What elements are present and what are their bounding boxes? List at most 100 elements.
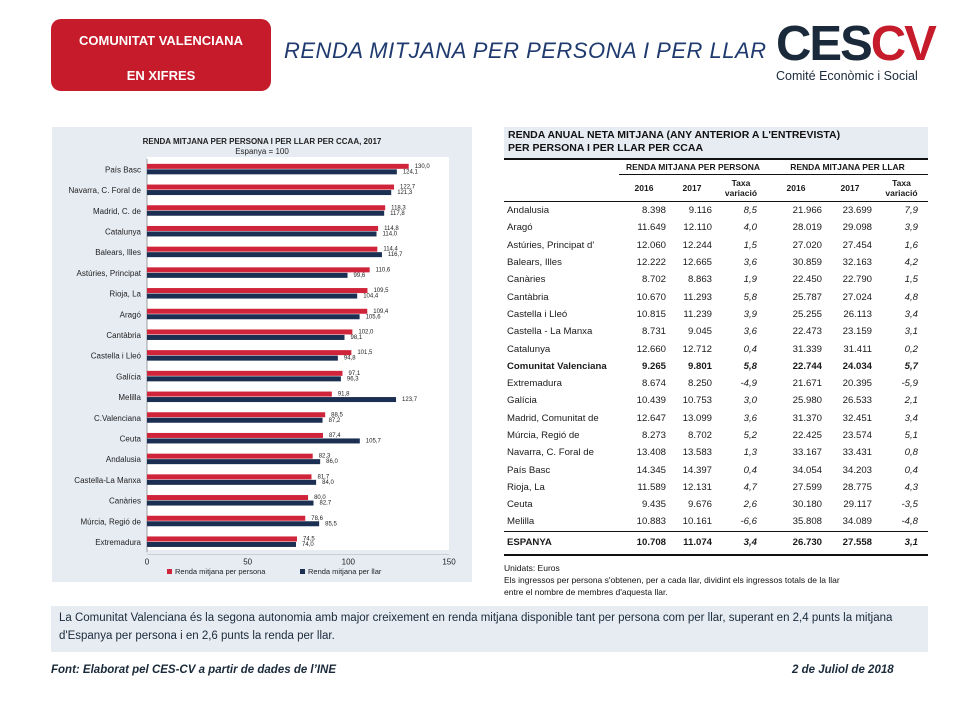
cell-pr: 3,0 [743,395,757,407]
bar-value-label: 97,1 [348,371,360,377]
summary-text: La Comunitat Valenciana és la segona aut… [51,606,928,652]
bar-value-label: 123,7 [402,397,418,403]
cell-name: Múrcia, Regió de [507,430,580,441]
cell-name: Castella i Lleó [507,308,568,320]
bar-per-person [147,267,370,273]
cell-name: Canàries [507,274,546,286]
table-row: Melilla 10.883 10.161 -6,6 35.808 34.089 -4,8 [504,513,928,531]
bar-value-label: 118,3 [391,205,406,211]
badge-line-1: COMUNITAT VALENCIANA [79,33,243,48]
chart-panel: RENDA MITJANA PER PERSONA I PER LLAR PER… [52,127,472,582]
cell-h16: 30.180 [792,499,822,511]
bar-per-household [147,314,360,320]
category-label: Extremadura [95,538,141,547]
cell-pr: 1,5 [743,239,757,251]
bar-per-person [147,515,306,521]
bar-per-household [147,293,358,299]
bar-value-label: 116,7 [388,252,403,258]
cell-p16: 10.439 [636,395,666,407]
bar-value-label: 109,4 [373,309,389,315]
bar-per-household [147,500,314,506]
cell-pr: 4,7 [743,481,757,493]
bar-value-label: 109,5 [373,288,389,294]
cell-p17: 11.293 [683,291,712,303]
col-header-rate: Taxa variació [715,174,767,202]
cell-pr: 3,9 [743,308,757,320]
cell-p17: 8.250 [687,378,712,390]
bar-value-label: 130,0 [415,164,431,170]
table-row: Galícia 10.439 10.753 3,0 25.980 26.533 2,1 [504,392,928,409]
table-row: Múrcia, Regió de 8.273 8.702 5,2 22.425 23.57… [504,427,928,444]
cell-name: Andalusia [507,205,550,217]
cell-hr: 2,1 [904,395,918,407]
bar-per-household [147,541,296,547]
bar-value-label: 114,4 [383,247,398,253]
bar-per-person [147,412,326,418]
cell-name: Navarra, C. Foral de [507,447,594,459]
table-row: Astúries, Principat d' 12.060 12.244 1,5 27.… [504,237,928,254]
cell-p17: 12.110 [683,222,712,234]
category-label: País Basc [105,165,141,174]
cell-name: Astúries, Principat d' [507,239,595,251]
table-row: Comunitat Valenciana 9.265 9.801 5,8 22.744 2… [504,358,928,375]
bar-value-label: 87,2 [329,418,341,424]
cell-p17: 12.712 [682,343,712,355]
cell-h17: 24.034 [842,360,872,372]
cell-p16: 11.589 [637,481,666,493]
cell-p17: 9.801 [687,360,712,372]
cell-p17: 12.665 [682,257,712,269]
bar-per-household [147,459,321,465]
bar-per-household [147,231,377,237]
bar-per-person [147,329,353,335]
col-header-2016: 2016 [619,174,669,202]
logo-cv: CV [870,17,937,71]
cell-name: Comunitat Valenciana [507,360,607,372]
bar-per-household [147,169,397,175]
cell-hr: 0,2 [904,343,918,355]
bar-per-household [147,521,320,527]
cell-pr: 5,2 [743,430,757,441]
cell-pr: 3,6 [743,326,757,338]
cell-h17: 20.395 [842,378,872,390]
cell-hr: -3,5 [901,499,918,511]
cell-h17: 28.775 [842,481,872,493]
category-label: Canàries [109,497,141,506]
cell-name: Cantàbria [507,291,549,303]
cell-hr: 0,8 [904,447,918,459]
method-note-line-2: entre el nombre de membres d'aquesta lla… [504,586,668,597]
cell-h17: 26.533 [842,395,872,407]
x-tick-label: 0 [145,557,150,566]
bar-value-label: 101,5 [357,350,373,356]
cell-hr: 7,9 [904,205,918,217]
cell-name: Ceuta [507,499,533,511]
bar-per-person [147,370,343,376]
table-row: Ceuta 9.435 9.676 2,6 30.180 29.117 -3,5 [504,496,928,513]
bar-value-label: 98,1 [351,335,363,341]
cell-h17: 29.117 [843,499,872,511]
cell-p16: 12.660 [636,343,666,355]
cell-pr: 8,5 [743,205,757,217]
cell-pr: -6,6 [740,516,757,528]
cell-name: Catalunya [507,343,551,355]
bar-per-person [147,350,352,356]
publication-date: 2 de Juliol de 2018 [792,664,894,676]
bar-per-household [147,252,382,258]
category-label: Catalunya [105,227,142,236]
table-row: Aragó 11.649 12.110 4,0 28.019 29.098 3,9 [504,219,928,236]
table-row: Cantàbria 10.670 11.293 5,8 25.787 27.024 4,8 [504,288,928,305]
bar-value-label: 78,6 [311,516,323,522]
bar-per-household [147,190,392,196]
cell-pr: 3,6 [743,412,757,424]
cell-pr: 3,6 [743,257,757,269]
source-note: Font: Elaborat pel CES-CV a partir de da… [51,664,336,676]
bar-value-label: 82,7 [320,501,332,507]
cell-p17: 13.099 [682,412,712,424]
cell-h17: 22.790 [842,274,872,286]
bar-value-label: 81,7 [317,474,329,480]
cell-p16: 10.670 [636,291,666,303]
bar-value-label: 85,5 [325,521,337,527]
bar-per-household [147,355,338,361]
cell-p16: 14.345 [636,464,666,476]
cell-p16: 8.398 [641,205,666,217]
cell-h17: 34.089 [842,516,872,528]
